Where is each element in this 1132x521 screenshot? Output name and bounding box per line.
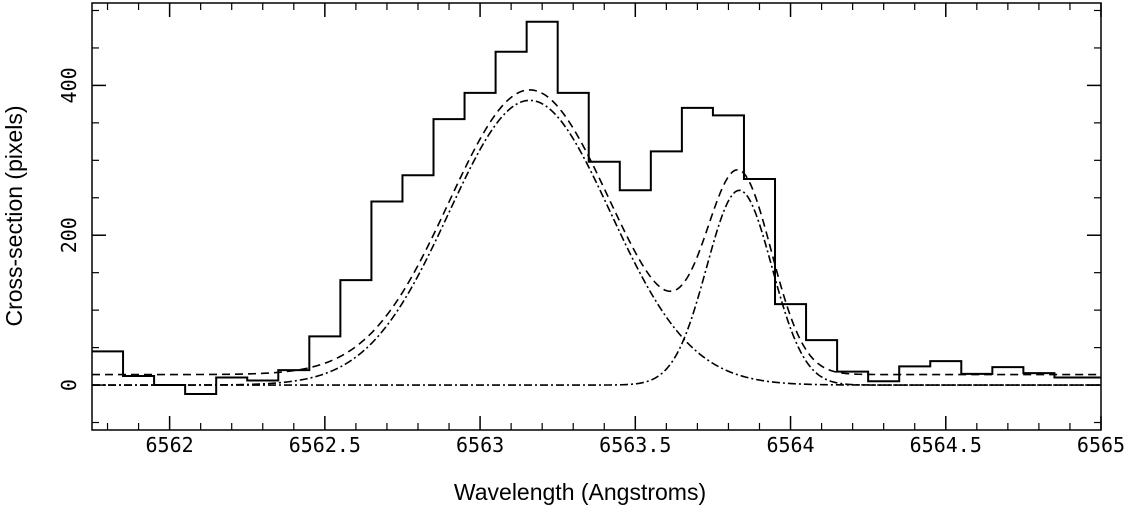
y-tick-label: 400 — [57, 67, 81, 103]
axis-ticks — [92, 3, 1102, 430]
x-tick-label: 6563.5 — [599, 433, 671, 457]
x-tick-label: 6562.5 — [289, 433, 361, 457]
x-tick-label: 6565 — [1077, 433, 1125, 457]
x-tick-label: 6564.5 — [910, 433, 982, 457]
component-curve-2 — [92, 189, 1101, 386]
x-tick-label: 6564 — [766, 433, 814, 457]
observed-histogram — [92, 20, 1101, 396]
x-axis-label: Wavelength (Angstroms) — [454, 479, 706, 505]
x-tick-label: 6562 — [146, 433, 194, 457]
y-axis-label: Cross-section (pixels) — [1, 105, 27, 326]
x-tick-label: 6563 — [456, 433, 504, 457]
y-tick-label: 0 — [57, 379, 81, 391]
plot-frame — [91, 2, 1102, 431]
total-fit-curve — [92, 89, 1101, 376]
series-group — [92, 20, 1101, 396]
component-curve-1 — [92, 99, 1101, 386]
y-tick-label: 200 — [57, 217, 81, 253]
tick-labels: 6562 6562.5 6563 6563.5 6564 6564.5 6565 0 200 40… — [57, 67, 1125, 457]
